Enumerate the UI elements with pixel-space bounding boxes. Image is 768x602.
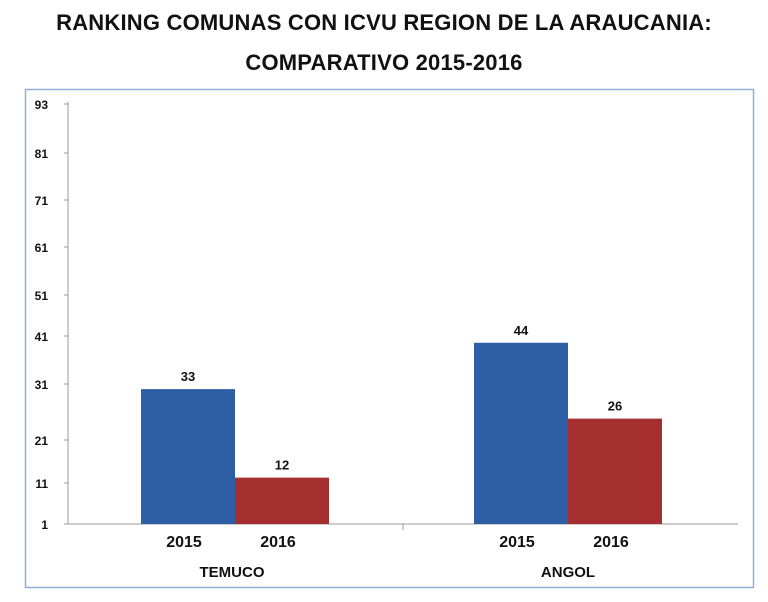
y-tick-label: 21 [35,434,49,448]
plot-frame [24,88,755,589]
x-labels: 2015 2016 TEMUCO 2015 2016 ANGOL [166,524,629,581]
bar-angol-2015 [474,342,568,524]
y-tick-label: 93 [35,98,49,112]
x-tick-label: 2015 [499,534,535,551]
data-label: 12 [275,458,289,473]
y-tick-label: 1 [41,518,48,532]
bars: 33 12 44 26 [141,323,662,524]
group-label: TEMUCO [200,564,265,581]
y-tick-label: 31 [35,378,49,392]
y-tick-label: 51 [35,289,49,303]
group-label: ANGOL [541,564,595,581]
data-label: 44 [514,323,529,338]
x-tick-label: 2016 [260,534,296,551]
x-tick-label: 2015 [166,534,202,551]
bar-temuco-2016 [235,477,329,524]
bar-temuco-2015 [141,389,235,524]
y-tick-label: 41 [35,330,49,344]
chart-title-line-1: RANKING COMUNAS CON ICVU REGION DE LA AR… [56,10,712,35]
y-tick-label: 11 [35,477,48,491]
data-label: 33 [181,369,195,384]
data-label: 26 [608,399,622,414]
chart-title-line-2: COMPARATIVO 2015-2016 [245,50,523,75]
y-tick-label: 71 [35,194,49,208]
y-tick-label: 61 [35,241,49,255]
y-tick-label: 81 [35,147,49,161]
bar-angol-2016 [568,418,662,524]
x-tick-label: 2016 [593,534,629,551]
